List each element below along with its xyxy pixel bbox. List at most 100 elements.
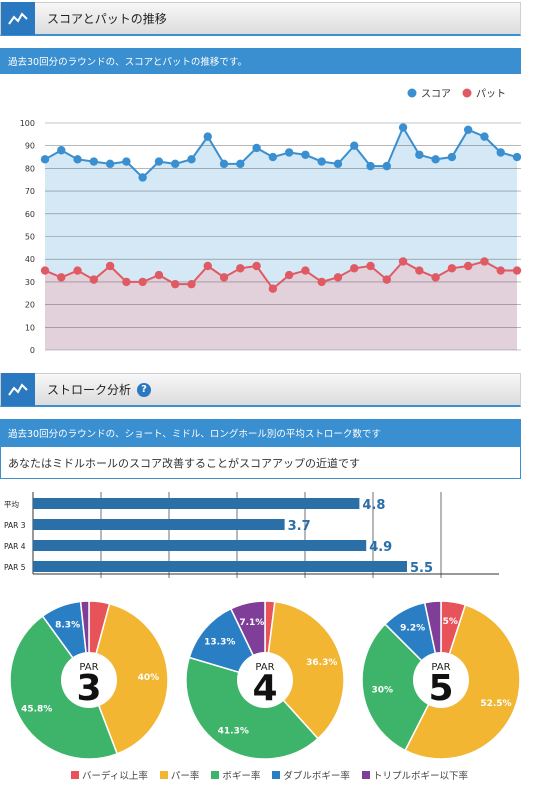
putt-point <box>40 266 50 275</box>
putt-point <box>105 261 115 271</box>
help-icon[interactable]: ? <box>137 382 152 397</box>
bar-category-label: 平均 <box>4 499 19 509</box>
score-point <box>301 150 310 159</box>
legend-item-par: パー率 <box>159 768 200 782</box>
bar-value-label: 4.9 <box>369 540 392 555</box>
legend-marker-score <box>407 88 417 98</box>
bar-category-label: PAR 5 <box>4 563 26 572</box>
score-point <box>154 157 164 166</box>
score-point <box>463 125 473 135</box>
donut-slice <box>185 656 320 760</box>
putt-point <box>252 261 261 271</box>
score-putt-line-chart: スコア パット 0 10 20 30 40 50 60 70 80 90 100 <box>20 88 522 355</box>
y-tick-label: 20 <box>25 301 35 310</box>
donut-percent-label: 36.3% <box>306 658 337 668</box>
donut-percent-label: 7.1% <box>239 618 264 628</box>
putt-point <box>236 264 245 273</box>
line-chart-icon <box>1 2 35 35</box>
y-tick-label: 0 <box>30 346 35 355</box>
score-point <box>203 132 212 141</box>
score-putt-title: スコアとパットの推移 <box>47 12 167 26</box>
bar-value-label: 5.5 <box>410 561 433 576</box>
putt-point <box>268 284 278 293</box>
donut-percent-label: 45.8% <box>21 704 52 714</box>
score-point <box>350 141 359 150</box>
putt-point <box>496 266 505 275</box>
y-tick-label: 100 <box>20 119 35 128</box>
y-tick-label: 50 <box>25 233 35 242</box>
putt-point <box>301 266 310 275</box>
donut-percent-label: 5% <box>443 617 458 627</box>
bar <box>33 519 285 530</box>
y-tick-label: 90 <box>25 142 35 151</box>
birdie-swatch <box>71 771 80 779</box>
legend-label-putt: パット <box>476 88 506 100</box>
putt-point <box>187 279 196 289</box>
legend-label-score: スコア <box>421 89 451 100</box>
score-point <box>415 150 424 159</box>
donut-hole <box>61 652 117 708</box>
y-tick-label: 30 <box>25 278 35 287</box>
putt-point <box>284 270 294 280</box>
bar-value-label: 3.7 <box>288 519 311 534</box>
putt-point <box>122 277 131 287</box>
y-tick-label: 60 <box>25 210 35 219</box>
score-point <box>105 159 115 169</box>
stroke-bar-chart: 平均 4.8 PAR 3 3.7 PAR 4 4.9 PAR 5 5.5 <box>4 492 499 578</box>
donut-percent-label: 9.2% <box>400 624 425 634</box>
score-point <box>431 155 440 164</box>
putt-point <box>463 261 473 271</box>
stroke-analysis-section-header: ストローク分析 ? <box>0 373 521 407</box>
stroke-analysis-title: ストローク分析 <box>47 383 132 397</box>
putt-point <box>333 273 343 282</box>
score-point <box>512 152 522 162</box>
bar <box>33 540 367 551</box>
score-point <box>187 155 196 164</box>
putt-point <box>89 275 99 284</box>
putt-point <box>398 257 408 266</box>
score-point <box>138 173 147 182</box>
bar-category-label: PAR 4 <box>4 542 26 551</box>
score-point <box>171 159 180 169</box>
y-tick-label: 10 <box>25 323 35 332</box>
putt-area <box>45 261 517 350</box>
legend-item-birdie: バーディ以上率 <box>71 768 148 782</box>
score-point <box>333 159 343 169</box>
donut-center-number: 4 <box>252 668 277 709</box>
donut-hole <box>237 652 293 708</box>
putt-point <box>415 266 424 275</box>
score-point <box>317 157 326 166</box>
bar <box>33 498 360 509</box>
donut-center-number: 5 <box>428 668 453 709</box>
donut-legend: バーディ以上率 パー率 ボギー率 ダブルボギー率 トリプルボギー以下率 <box>0 768 539 782</box>
bar-value-label: 4.8 <box>362 498 385 513</box>
putt-point <box>366 261 375 271</box>
donut-hole <box>413 652 469 708</box>
putt-point <box>431 273 440 282</box>
score-point <box>268 152 278 162</box>
legend-label-par: パー率 <box>170 771 200 782</box>
score-putt-section-header: スコアとパットの推移 <box>0 2 521 36</box>
score-point <box>219 159 229 169</box>
legend-item-triple-bogey: トリプルボギー以下率 <box>361 768 468 782</box>
donut-percent-label: 41.3% <box>218 726 249 736</box>
score-point <box>73 155 82 164</box>
score-point <box>122 157 131 166</box>
putt-point <box>480 257 489 266</box>
stroke-analysis-description: 過去30回分のラウンドの、ショート、ミドル、ロングホール別の平均ストローク数です <box>0 419 521 447</box>
double-bogey-swatch <box>272 771 281 779</box>
legend-item-double-bogey: ダブルボギー率 <box>272 768 350 782</box>
stroke-advice-message: あなたはミドルホールのスコア改善することがスコアアップの近道です <box>0 447 521 479</box>
donut-percent-label: 13.3% <box>204 637 235 647</box>
donut-center-caption: PAR <box>431 662 450 673</box>
putt-point <box>350 264 359 273</box>
line-chart-icon <box>1 373 35 406</box>
bar-category-label: PAR 3 <box>4 521 26 530</box>
donut-slice <box>361 623 442 752</box>
donut-percent-label: 30% <box>371 685 393 695</box>
legend-marker-putt <box>462 88 472 98</box>
legend-label-triple-bogey: トリプルボギー以下率 <box>372 771 468 782</box>
score-point <box>398 123 408 132</box>
putt-point <box>219 273 229 282</box>
donut-percent-label: 52.5% <box>480 699 511 709</box>
